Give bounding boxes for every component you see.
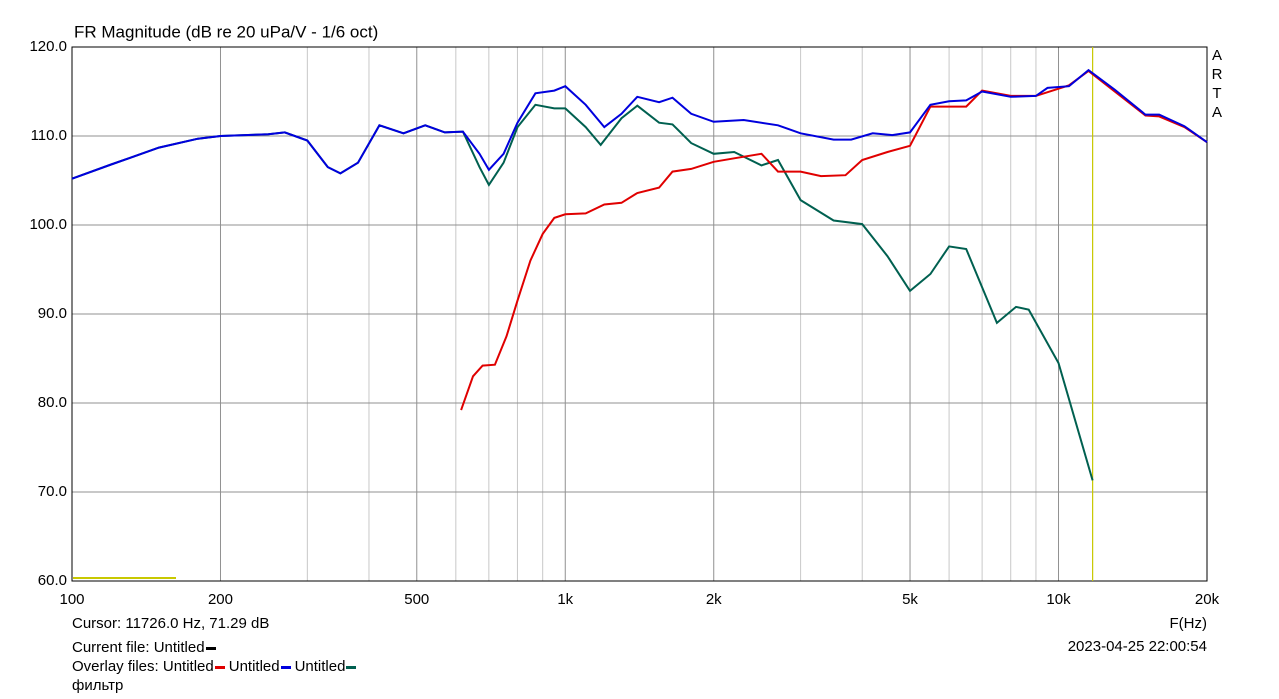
x-tick-label: 100 bbox=[59, 591, 84, 608]
x-tick-label: 20k bbox=[1195, 591, 1220, 608]
legend-swatch bbox=[205, 646, 216, 650]
y-tick-label: 120.0 bbox=[29, 38, 67, 55]
chart-title: FR Magnitude (dB re 20 uPa/V - 1/6 oct) bbox=[74, 22, 378, 41]
x-tick-label: 5k bbox=[902, 591, 918, 608]
legend-label: Current file: bbox=[72, 639, 150, 656]
series-line bbox=[460, 69, 1208, 411]
legend-label: Overlay files: bbox=[72, 658, 159, 675]
series-line bbox=[71, 68, 1208, 180]
plot-frame bbox=[71, 46, 1208, 582]
y-tick-label: 100.0 bbox=[29, 216, 67, 233]
x-tick-label: 500 bbox=[404, 591, 429, 608]
legend-entry: Untitled bbox=[294, 658, 346, 675]
x-tick-label: 1k bbox=[557, 591, 573, 608]
x-axis-label: F(Hz) bbox=[1170, 615, 1208, 632]
legend-swatch bbox=[214, 665, 225, 669]
legend-swatch bbox=[280, 665, 291, 669]
legend-entry: Untitled bbox=[228, 658, 280, 675]
x-tick-label: 200 bbox=[208, 591, 233, 608]
x-tick-label: 10k bbox=[1046, 591, 1071, 608]
legend-entry: Untitled bbox=[153, 639, 205, 656]
cursor-readout: Cursor: 11726.0 Hz, 71.29 dB bbox=[72, 615, 269, 632]
y-tick-label: 60.0 bbox=[38, 572, 67, 589]
note: фильтр bbox=[72, 677, 124, 694]
legend: Current file: Untitled Overlay files: Unt… bbox=[72, 638, 402, 695]
x-tick-label: 2k bbox=[706, 591, 722, 608]
legend-entry: Untitled bbox=[162, 658, 214, 675]
watermark: ARTA bbox=[1211, 47, 1223, 121]
series-line bbox=[71, 103, 1094, 481]
y-tick-label: 80.0 bbox=[38, 394, 67, 411]
y-tick-label: 110.0 bbox=[31, 127, 67, 144]
timestamp: 2023-04-25 22:00:54 bbox=[1068, 638, 1207, 655]
legend-swatch bbox=[346, 665, 357, 669]
y-tick-label: 70.0 bbox=[38, 483, 67, 500]
y-tick-label: 90.0 bbox=[38, 305, 67, 322]
